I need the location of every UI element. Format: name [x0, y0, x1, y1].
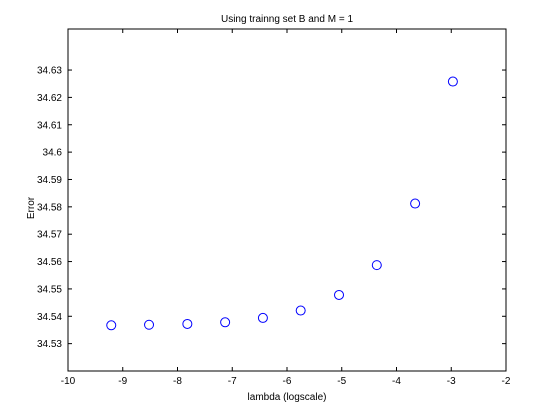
- y-tick-label: 34.56: [37, 257, 62, 268]
- data-point: [220, 317, 231, 328]
- data-point: [447, 76, 458, 87]
- x-axis-title: lambda (logscale): [248, 392, 327, 403]
- x-tick-label: -10: [61, 376, 76, 387]
- y-tick-label: 34.63: [37, 66, 62, 77]
- y-tick-label: 34.55: [37, 284, 62, 295]
- x-tick-label: -6: [283, 376, 292, 387]
- ticks: -10 -9 -8 -7 -6 -5 -4 -3 -2 34.53 34.54 34.55 34.56 3…: [37, 29, 511, 387]
- y-tick-label: 34.54: [37, 312, 62, 323]
- x-tick-label: -2: [502, 376, 511, 387]
- y-tick-label: 34.58: [37, 202, 62, 213]
- y-tick-label: 34.57: [37, 230, 62, 241]
- data-point: [182, 318, 193, 329]
- data-point: [144, 319, 155, 330]
- x-tick-label: -3: [447, 376, 456, 387]
- x-tick-label: -4: [392, 376, 401, 387]
- data-point: [257, 312, 268, 323]
- data-point: [334, 289, 345, 300]
- y-axis-title: Error: [26, 196, 37, 219]
- data-point: [410, 198, 421, 209]
- x-tick-label: -9: [118, 376, 127, 387]
- data-points: [106, 76, 458, 331]
- plot-area-frame: [67, 28, 507, 372]
- y-tick-label: 34.62: [37, 93, 62, 104]
- data-point: [106, 320, 117, 331]
- x-tick-label: -7: [228, 376, 237, 387]
- chart-title: Using trainng set B and M = 1: [221, 14, 353, 25]
- data-point: [371, 260, 382, 271]
- y-tick-label: 34.59: [37, 175, 62, 186]
- y-tick-label: 34.61: [37, 120, 62, 131]
- data-point: [295, 305, 306, 316]
- x-tick-label: -5: [337, 376, 346, 387]
- x-tick-label: -8: [173, 376, 182, 387]
- y-tick-label: 34.53: [37, 339, 62, 350]
- y-tick-label: 34.6: [43, 148, 63, 159]
- axes: [67, 28, 507, 372]
